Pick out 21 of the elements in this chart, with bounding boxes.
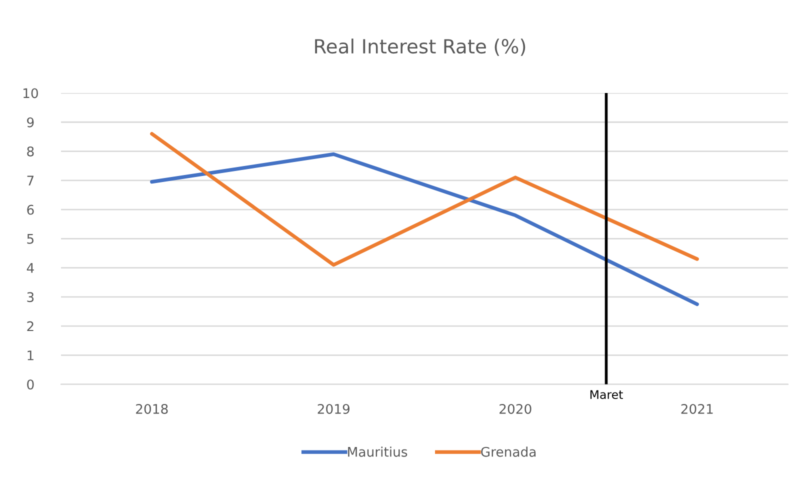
y-tick-label: 9 bbox=[27, 117, 34, 128]
y-tick-label: 0 bbox=[27, 380, 34, 390]
y-tick-label: 2 bbox=[27, 321, 34, 332]
chart-title: Real Interest Rate (%) bbox=[315, 38, 526, 56]
y-tick-label: 7 bbox=[27, 176, 34, 186]
x-tick-label: 2020 bbox=[500, 404, 532, 414]
legend-label: Mauritius bbox=[348, 446, 408, 457]
x-tick-label: 2021 bbox=[681, 404, 713, 414]
y-tick-label: 5 bbox=[27, 234, 34, 244]
y-tick-label: 4 bbox=[26, 263, 34, 273]
y-tick-label: 6 bbox=[27, 204, 34, 215]
legend-label: Grenada bbox=[481, 446, 536, 457]
y-tick-label: 3 bbox=[27, 292, 34, 302]
y-tick-label: 8 bbox=[27, 146, 34, 156]
line-series bbox=[150, 152, 699, 306]
line-series bbox=[150, 132, 699, 267]
ref-line-label: Maret bbox=[590, 390, 623, 399]
y-tick-label: 10 bbox=[24, 88, 38, 98]
x-tick-label: 2019 bbox=[318, 404, 350, 414]
y-tick-label: 1 bbox=[28, 350, 34, 360]
x-tick-label: 2018 bbox=[136, 404, 168, 414]
